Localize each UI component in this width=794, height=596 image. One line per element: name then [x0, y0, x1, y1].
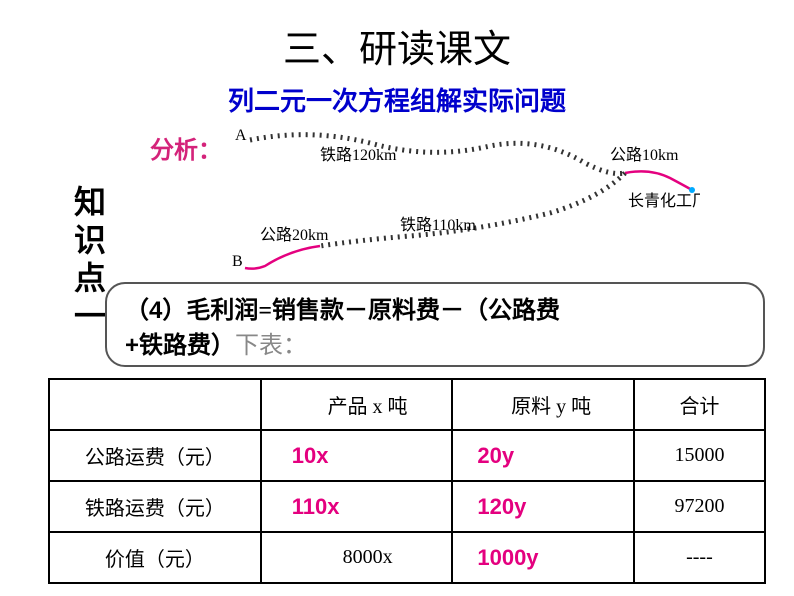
rail-label-1: 铁路120km [320, 146, 397, 164]
data-table: 产品 x 吨 原料 y 吨 合计 公路运费（元） 10x 20y 15000 铁… [48, 378, 766, 584]
page-subtitle: 列二元一次方程组解实际问题 [0, 81, 794, 118]
page-title: 三、研读课文 [0, 0, 794, 81]
cell-total: 97200 [634, 481, 765, 532]
formula-part3: 销售款－原料费－（公路费 [272, 297, 560, 324]
table-header-row: 产品 x 吨 原料 y 吨 合计 [49, 379, 765, 430]
analysis-label: 分析： [150, 130, 222, 165]
road-line-2 [245, 246, 320, 269]
formula-line2: +铁路费） [125, 332, 235, 359]
railway-line-2 [320, 173, 625, 246]
road-label-1: 公路10km [610, 146, 679, 164]
label-b: B [232, 253, 243, 270]
formula-eq: = [258, 298, 272, 324]
cell-value: 20y [477, 443, 514, 468]
formula-text: （4）毛利润=销售款－原料费－（公路费 +铁路费）下表： [125, 294, 745, 363]
cell-value: 10x [292, 443, 329, 468]
road-label-2: 公路20km [260, 226, 329, 244]
table-row: 价值（元） 8000x 1000y ---- [49, 532, 765, 583]
cell-total: ---- [634, 532, 765, 583]
row-label: 价值（元） [49, 532, 261, 583]
cell-total: 15000 [634, 430, 765, 481]
cell-value: 110x [292, 494, 340, 519]
header-product: 产品 x 吨 [261, 379, 453, 430]
cell-value: 1000y [477, 545, 538, 570]
row-label: 公路运费（元） [49, 430, 261, 481]
road-line-1 [625, 171, 692, 190]
cell-value: 120y [477, 494, 526, 519]
table-row: 铁路运费（元） 110x 120y 97200 [49, 481, 765, 532]
behind-hint: 下表： [235, 333, 307, 359]
formula-part1: （4）毛利润 [125, 297, 258, 324]
factory-label: 长青化工厂 [628, 192, 700, 210]
formula-box: （4）毛利润=销售款－原料费－（公路费 +铁路费）下表： [105, 282, 765, 367]
table-row: 公路运费（元） 10x 20y 15000 [49, 430, 765, 481]
railway-line-1 [250, 135, 625, 174]
header-total: 合计 [634, 379, 765, 430]
header-empty [49, 379, 261, 430]
row-label: 铁路运费（元） [49, 481, 261, 532]
cell-value: 8000x [343, 546, 393, 568]
header-material: 原料 y 吨 [452, 379, 634, 430]
rail-label-2: 铁路110km [400, 216, 476, 234]
label-a: A [235, 127, 247, 144]
route-diagram: A B 铁路120km 公路10km 长青化工厂 公路20km 铁路110km [230, 118, 700, 273]
